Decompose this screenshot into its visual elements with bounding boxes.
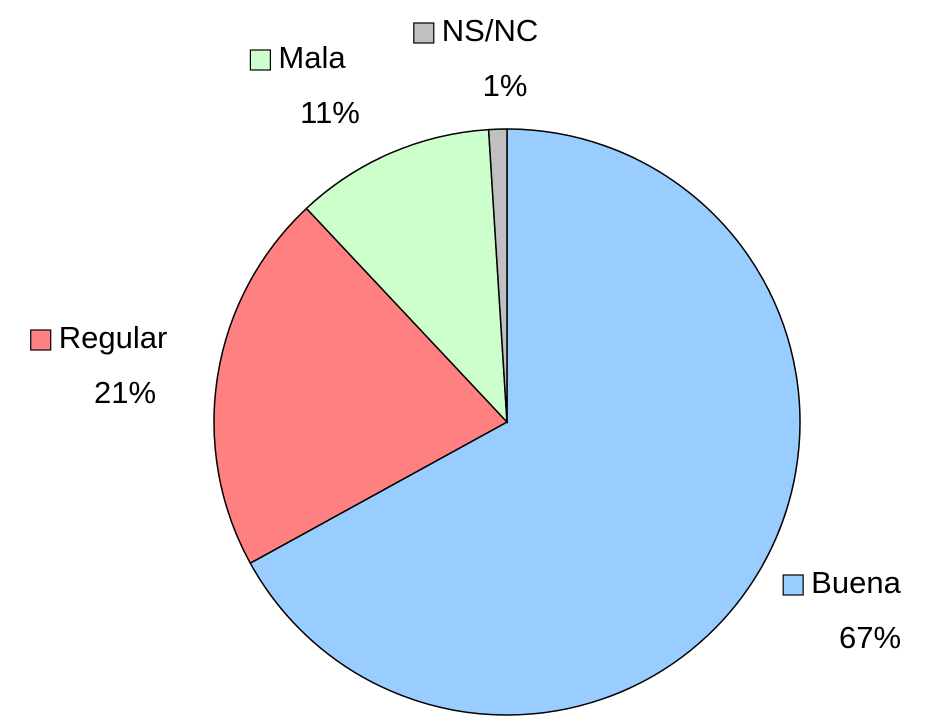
legend-swatch bbox=[413, 22, 435, 44]
slice-label: Regular bbox=[59, 320, 168, 355]
pie-slice bbox=[213, 207, 509, 565]
slice-label: Mala bbox=[278, 40, 346, 75]
legend-swatch bbox=[30, 329, 52, 351]
slice-label: NS/NC bbox=[442, 13, 538, 48]
slice-label: Buena bbox=[811, 565, 901, 600]
legend-swatch bbox=[782, 574, 804, 596]
pie-slice bbox=[487, 128, 508, 423]
value-label: 67% bbox=[839, 620, 901, 655]
pie-slice bbox=[305, 128, 508, 425]
value-label: 1% bbox=[483, 68, 528, 103]
value-label: 21% bbox=[94, 375, 156, 410]
legend-swatch bbox=[249, 49, 271, 71]
pie-slice bbox=[249, 128, 801, 716]
value-label: 11% bbox=[300, 95, 360, 130]
